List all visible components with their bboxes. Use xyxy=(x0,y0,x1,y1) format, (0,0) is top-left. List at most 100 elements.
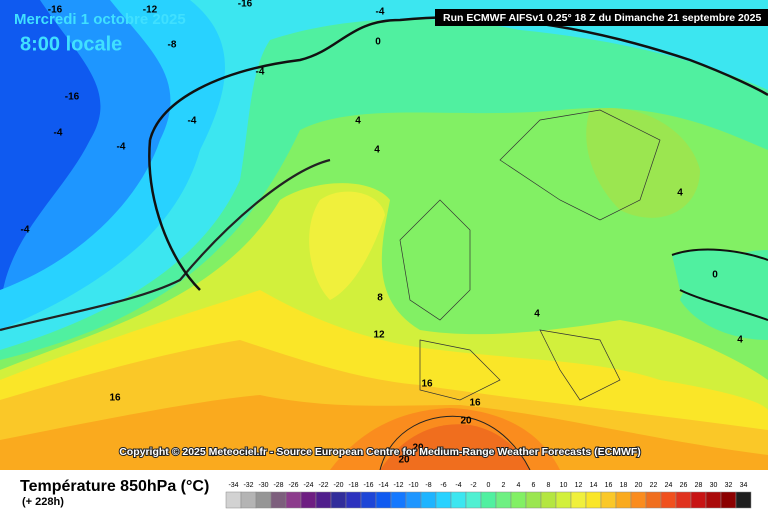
legend-label: -10 xyxy=(408,482,418,489)
temperature-field xyxy=(0,0,768,470)
legend-label: 34 xyxy=(740,482,748,489)
legend-swatch xyxy=(570,491,587,509)
contour-label: 12 xyxy=(373,330,385,341)
legend-label: 22 xyxy=(650,482,658,489)
legend-swatch xyxy=(690,491,707,509)
legend-swatch xyxy=(480,491,497,509)
contour-label: 0 xyxy=(375,37,381,48)
legend-swatch xyxy=(375,491,392,509)
contour-label: -4 xyxy=(256,67,265,78)
legend-swatch xyxy=(660,491,677,509)
legend-label: 12 xyxy=(575,482,583,489)
legend-label: -12 xyxy=(393,482,403,489)
contour-label: -16 xyxy=(65,92,80,103)
legend-label: -2 xyxy=(470,482,476,489)
legend-swatch xyxy=(555,491,572,509)
contour-label: 16 xyxy=(421,379,433,390)
legend-label: 32 xyxy=(725,482,733,489)
contour-label: 4 xyxy=(355,116,361,127)
contour-label: 16 xyxy=(109,393,121,404)
legend-label: 6 xyxy=(532,482,536,489)
contour-label: -4 xyxy=(21,225,30,236)
legend-swatch xyxy=(510,491,527,509)
contour-label: 20 xyxy=(412,443,424,454)
color-legend: -34 -32 -30 -28 -26 -24 -22 -20 -18 -16 -14 -12 -10-… xyxy=(225,482,752,509)
run-info: Run ECMWF AIFSv1 0.25° 18 Z du Dimanche … xyxy=(443,12,761,24)
legend-label: 4 xyxy=(517,482,521,489)
contour-label: -4 xyxy=(376,7,385,18)
contour-label: 8 xyxy=(377,293,383,304)
legend-label: 16 xyxy=(605,482,613,489)
legend-swatch xyxy=(525,491,542,509)
contour-label: 0 xyxy=(712,270,718,281)
legend-label: -6 xyxy=(440,482,446,489)
local-time: 8:00 locale xyxy=(20,33,122,55)
legend-swatch xyxy=(720,491,737,509)
legend-swatch xyxy=(270,491,287,509)
legend-label: 20 xyxy=(635,482,643,489)
legend-label: -4 xyxy=(455,482,461,489)
contour-label: 20 xyxy=(398,455,410,466)
legend-label: -22 xyxy=(318,482,328,489)
legend-label: -32 xyxy=(243,482,253,489)
legend-swatch xyxy=(300,491,317,509)
legend-label: 10 xyxy=(560,482,568,489)
legend-label: 24 xyxy=(665,482,673,489)
legend-swatch xyxy=(405,491,422,509)
legend-swatch xyxy=(645,491,662,509)
contour-labels: -16 -12 -16 -4 -8 0 -4 -16 -4 -4 -4 -4 4 4 4 0 8 12 4 4 16 16… xyxy=(21,0,744,466)
run-banner xyxy=(435,9,768,26)
contour-label: -12 xyxy=(143,5,158,16)
legend-swatch xyxy=(600,491,617,509)
legend-label: 18 xyxy=(620,482,628,489)
legend-label: -16 xyxy=(363,482,373,489)
legend-swatch xyxy=(345,491,362,509)
legend-label: 8 xyxy=(547,482,551,489)
legend-swatch xyxy=(360,491,377,509)
legend-label: 14 xyxy=(590,482,598,489)
date: Mercredi 1 octobre 2025 xyxy=(14,11,186,28)
legend-swatch xyxy=(495,491,512,509)
contour-label: -4 xyxy=(188,116,197,127)
legend-swatch xyxy=(285,491,302,509)
legend-label: -30 xyxy=(258,482,268,489)
legend-swatch xyxy=(615,491,632,509)
legend-swatch xyxy=(675,491,692,509)
legend-swatch xyxy=(630,491,647,509)
legend-label: -20 xyxy=(333,482,343,489)
legend-label: -14 xyxy=(378,482,388,489)
legend-swatch xyxy=(435,491,452,509)
legend-swatch xyxy=(390,491,407,509)
contour-label: 4 xyxy=(677,188,683,199)
lead-time: (+ 228h) xyxy=(22,496,64,508)
legend-swatch xyxy=(450,491,467,509)
legend-swatch xyxy=(225,491,242,509)
contour-label: 4 xyxy=(374,145,380,156)
copyright: Copyright © 2025 Meteociel.fr - Source E… xyxy=(119,446,641,458)
contour-label: -4 xyxy=(117,142,126,153)
legend-label: -18 xyxy=(348,482,358,489)
legend-label: -34 xyxy=(228,482,238,489)
legend-label: 28 xyxy=(695,482,703,489)
contour-label: 4 xyxy=(534,309,540,320)
contour-label: -4 xyxy=(54,128,63,139)
contour-label: 4 xyxy=(737,335,743,346)
legend-label: 0 xyxy=(487,482,491,489)
legend-swatch xyxy=(420,491,437,509)
contour-label: -8 xyxy=(168,40,177,51)
contour-label: 20 xyxy=(460,416,472,427)
legend-swatch xyxy=(585,491,602,509)
legend-swatch xyxy=(540,491,557,509)
legend-label: 2 xyxy=(502,482,506,489)
legend-swatch xyxy=(705,491,722,509)
legend-label: 30 xyxy=(710,482,718,489)
legend-swatch xyxy=(255,491,272,509)
legend-swatch xyxy=(465,491,482,509)
legend-swatch xyxy=(735,491,752,509)
legend-swatch xyxy=(315,491,332,509)
legend-label: 26 xyxy=(680,482,688,489)
contour-label: -16 xyxy=(238,0,253,10)
legend-swatch xyxy=(330,491,347,509)
